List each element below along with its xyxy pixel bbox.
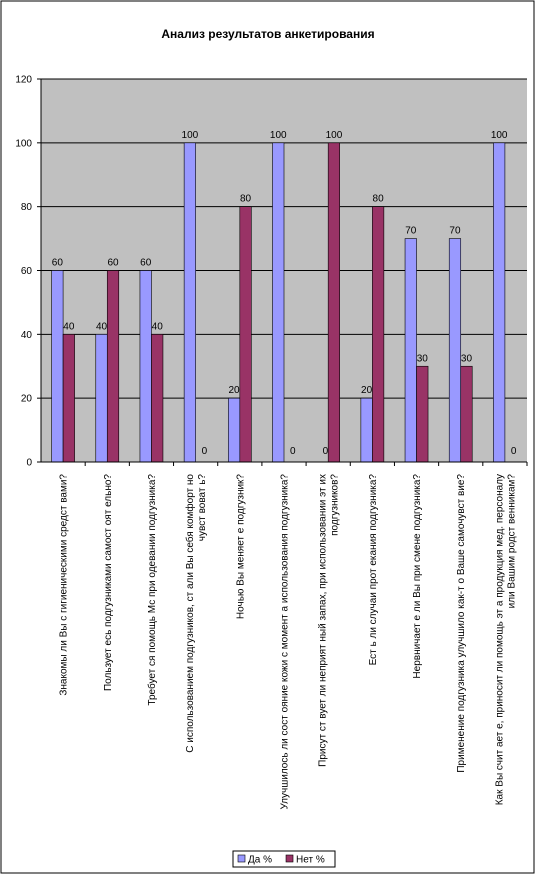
bar [327, 142, 340, 463]
bar [493, 142, 506, 463]
data-label: 60 [140, 258, 152, 269]
bar [95, 334, 108, 463]
x-tick-label-line: Требует ся помощь Мс при одевании подгуз… [146, 474, 158, 706]
x-tick-label-line: Нервничает е ли Вы при смене подгузника? [412, 474, 423, 679]
y-tick-label: 120 [15, 75, 32, 86]
data-label: 60 [107, 258, 119, 269]
x-tick-label-line: Ест ь ли случаи прот екания подгузника? [368, 474, 379, 666]
bar [416, 365, 429, 463]
bar [106, 270, 120, 463]
y-tick-label: 40 [21, 330, 33, 341]
data-label: 100 [491, 130, 508, 141]
bar [228, 397, 241, 463]
x-tick-label-line: Ночью Вы меняет е подгузник? [235, 474, 246, 620]
legend-box [232, 850, 336, 868]
data-label: 40 [152, 321, 164, 332]
data-label: 30 [417, 353, 429, 364]
x-tick-label-line: подгузников? [330, 474, 341, 536]
x-tick-label: Знакомы ли Вы с гигиеническими средст ва… [59, 474, 70, 696]
y-tick-label: 100 [15, 138, 32, 149]
bar [239, 206, 252, 463]
data-label: 30 [461, 353, 473, 364]
x-tick-label: Улучшилось ли сост ояние кожи с момент а… [280, 474, 291, 810]
data-label: 40 [96, 321, 108, 332]
data-label: 40 [63, 321, 75, 332]
x-tick-label: Нервничает е ли Вы при смене подгузника? [412, 474, 423, 679]
x-tick-label-line: Пользует есь подгузниками самост оят ель… [103, 474, 114, 691]
x-tick-label-line: Как Вы счит ает е, приносит ли помощь эт… [494, 474, 505, 805]
x-tick-label: С использованием подгузников, ст али Вы … [184, 474, 208, 753]
bar [448, 238, 462, 463]
data-label: 60 [52, 258, 64, 269]
data-label: 0 [202, 446, 208, 457]
data-label: 70 [405, 226, 417, 237]
data-label: 0 [290, 446, 296, 457]
legend-swatch [285, 854, 294, 863]
y-tick-label: 20 [21, 394, 33, 405]
bar [183, 142, 196, 463]
bar [139, 270, 152, 463]
data-label: 0 [511, 446, 517, 457]
data-label: 70 [449, 226, 461, 237]
bar [51, 270, 64, 463]
bar [460, 365, 473, 463]
bar [404, 238, 417, 463]
x-tick-label-line: чувст воват ь? [197, 474, 208, 542]
x-tick-label: Ест ь ли случаи прот екания подгузника? [368, 474, 379, 666]
data-label: 20 [361, 385, 373, 396]
bar [360, 397, 373, 463]
chart-title: Анализ результатов анкетирования [161, 27, 374, 41]
x-tick-label-line: или Вашим родст венникам? [506, 474, 517, 609]
y-tick-label: 60 [21, 266, 33, 277]
data-label: 0 [323, 446, 329, 457]
x-tick-label: Присут ст вует ли неприят ный запах, при… [318, 474, 341, 767]
x-tick-label: Применение подгузника улучшило как-т о В… [456, 474, 467, 773]
data-label: 80 [373, 194, 385, 205]
bar [272, 142, 285, 463]
bar [62, 334, 75, 463]
x-tick-label-line: С использованием подгузников, ст али Вы … [184, 474, 196, 753]
x-tick-label-line: Знакомы ли Вы с гигиеническими средст ва… [59, 474, 70, 696]
y-tick-label: 0 [26, 458, 32, 469]
legend-label: Нет % [296, 855, 325, 866]
x-tick-label: Требует ся помощь Мс при одевании подгуз… [146, 474, 158, 706]
x-tick-label: Как Вы счит ает е, приносит ли помощь эт… [494, 474, 517, 806]
legend-label: Да % [248, 855, 272, 866]
data-label: 100 [326, 130, 343, 141]
y-tick-label: 80 [21, 202, 33, 213]
data-label: 20 [229, 385, 241, 396]
bar [372, 206, 385, 463]
bar [151, 334, 164, 463]
x-tick-label: Пользует есь подгузниками самост оят ель… [103, 474, 114, 691]
data-label: 80 [240, 194, 252, 205]
x-tick-label-line: Применение подгузника улучшило как-т о В… [456, 474, 467, 773]
legend-swatch [237, 854, 246, 863]
x-tick-label-line: Улучшилось ли сост ояние кожи с момент а… [280, 474, 291, 810]
x-tick-label: Ночью Вы меняет е подгузник? [235, 474, 246, 620]
data-label: 100 [270, 130, 287, 141]
x-tick-label-line: Присут ст вует ли неприят ный запах, при… [318, 474, 329, 767]
data-label: 100 [182, 130, 199, 141]
